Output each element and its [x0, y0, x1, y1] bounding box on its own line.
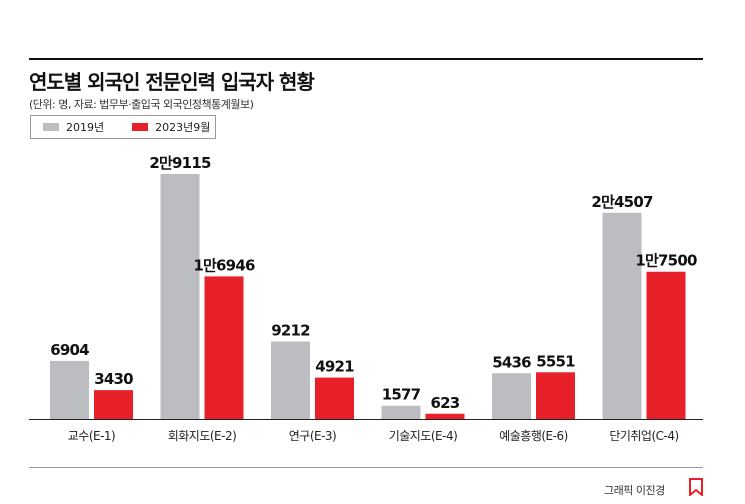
data-label-2023-5: 1만7500 [635, 252, 697, 270]
bar-2019-1 [160, 174, 200, 419]
logo-icon [689, 478, 703, 496]
data-label-2019-3: 1577 [382, 386, 421, 404]
bar-2019-2 [271, 341, 310, 419]
chart-source-note: (단위: 명, 자료: 법무부·출입국 외국인정책통계월보) [29, 98, 254, 111]
bar-2019-4 [492, 373, 531, 419]
bar-2023-5 [646, 271, 686, 419]
legend-swatch-2023 [132, 123, 149, 131]
category-label-3: 기술지도(E-4) [389, 429, 458, 443]
data-label-2023-0: 3430 [94, 370, 133, 388]
legend-label-2023: 2023년9월 [155, 121, 211, 134]
data-label-2019-2: 9212 [271, 321, 310, 339]
bar-2019-5 [602, 212, 642, 419]
data-label-2023-4: 5551 [536, 352, 575, 370]
category-label-2: 연구(E-3) [289, 429, 337, 443]
footer-rule [29, 467, 703, 468]
data-label-2019-5: 2만4507 [591, 193, 653, 211]
data-label-2019-0: 6904 [50, 341, 89, 359]
data-label-2023-2: 4921 [315, 358, 354, 376]
bar-2019-0 [50, 360, 89, 419]
top-rule [29, 58, 703, 60]
data-label-2019-4: 5436 [492, 353, 531, 371]
category-label-5: 단기취업(C-4) [609, 429, 678, 443]
data-label-2023-1: 1만6946 [193, 256, 255, 274]
legend-label-2019: 2019년 [66, 121, 105, 134]
legend-item-2023: 2023년9월 [132, 119, 210, 135]
data-label-2023-3: 623 [431, 394, 460, 412]
legend-item-2019: 2019년 [43, 119, 104, 135]
chart-title: 연도별 외국인 전문인력 입국자 현황 [29, 70, 315, 94]
data-label-2019-1: 2만9115 [149, 154, 211, 172]
bar-2023-1 [204, 276, 244, 419]
legend-swatch-2019 [43, 123, 59, 131]
category-label-4: 예술흥행(E-6) [499, 428, 568, 443]
bar-2023-4 [536, 372, 575, 419]
category-label-1: 회화지도(E-2) [168, 429, 237, 443]
graphic-credit: 그래픽 이진경 [604, 484, 665, 497]
category-label-0: 교수(E-1) [68, 429, 116, 443]
legend: 2019년 2023년9월 [30, 115, 216, 139]
bar-2023-3 [425, 413, 465, 419]
bar-2019-3 [381, 405, 421, 419]
bar-2023-0 [94, 390, 133, 419]
bar-2023-2 [315, 377, 354, 419]
